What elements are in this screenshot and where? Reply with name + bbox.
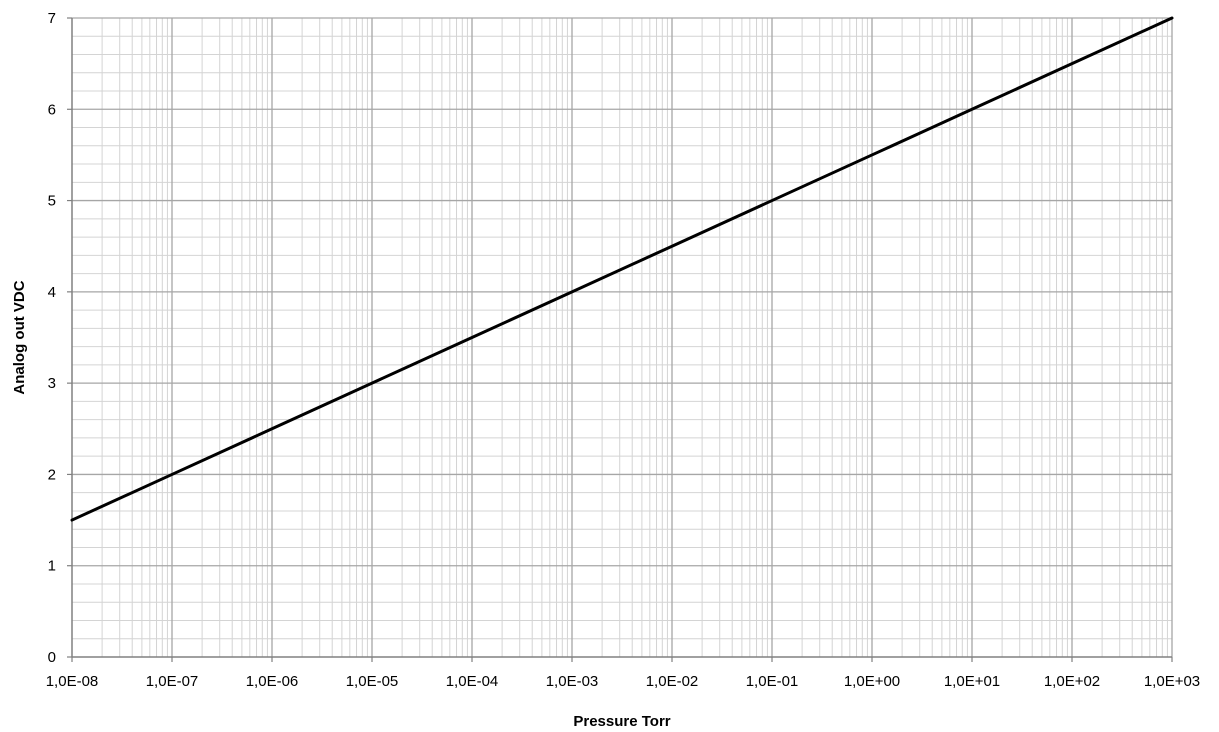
- x-tick-label: 1,0E-08: [46, 673, 99, 690]
- axes: [67, 17, 1173, 662]
- series-group: [70, 16, 1174, 522]
- x-tick-label: 1,0E+03: [1144, 673, 1200, 690]
- x-tick-label: 1,0E-01: [746, 673, 799, 690]
- y-tick-label: 6: [48, 101, 56, 118]
- x-tick-label: 1,0E-07: [146, 673, 199, 690]
- x-tick-label: 1,0E-02: [646, 673, 699, 690]
- minor-grid: [72, 18, 1172, 657]
- x-tick-labels: 1,0E-08 1,0E-07 1,0E-06 1,0E-05 1,0E-04 1,0E-…: [46, 673, 1200, 690]
- x-tick-label: 1,0E-04: [446, 673, 499, 690]
- y-tick-label: 4: [48, 284, 56, 301]
- y-tick-labels: 0 1 2 3 4 5 6 7: [48, 10, 56, 666]
- x-tick-label: 1,0E+02: [1044, 673, 1100, 690]
- x-tick-label: 1,0E-06: [246, 673, 299, 690]
- major-grid: [72, 17, 1173, 657]
- y-tick-label: 3: [48, 375, 56, 392]
- y-tick-label: 1: [48, 558, 56, 575]
- y-tick-label: 5: [48, 193, 56, 210]
- x-tick-label: 1,0E+00: [844, 673, 900, 690]
- y-axis-title: Analog out VDC: [11, 280, 28, 394]
- x-axis-title: Pressure Torr: [573, 713, 670, 730]
- y-tick-label: 2: [48, 466, 56, 483]
- x-tick-label: 1,0E-03: [546, 673, 599, 690]
- x-tick-label: 1,0E+01: [944, 673, 1000, 690]
- series-line: [70, 16, 1174, 522]
- y-tick-label: 7: [48, 10, 56, 27]
- x-tick-label: 1,0E-05: [346, 673, 399, 690]
- plot-area: [72, 18, 1172, 657]
- y-tick-label: 0: [48, 649, 56, 666]
